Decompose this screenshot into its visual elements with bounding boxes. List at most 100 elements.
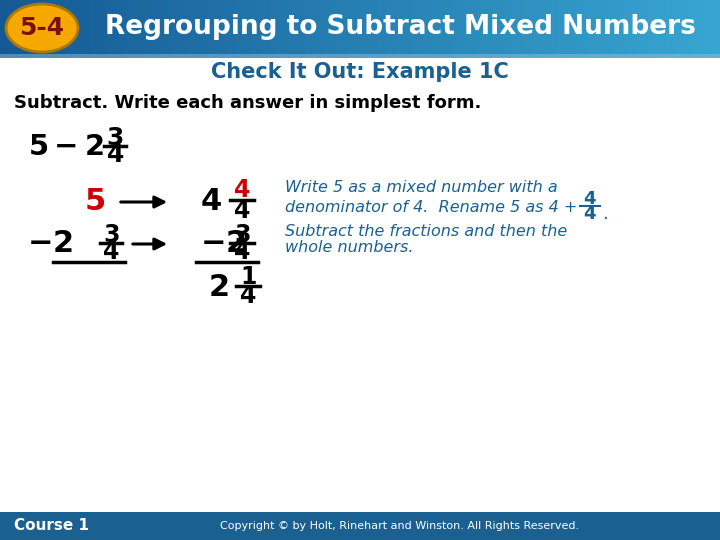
Bar [549, 0, 559, 58]
Bar [216, 0, 226, 58]
Text: .: . [602, 205, 608, 223]
Bar [90, 0, 100, 58]
Text: $\bf{4}$: $\bf{4}$ [200, 187, 222, 217]
Bar [45, 0, 55, 58]
Bar [306, 0, 316, 58]
Text: whole numbers.: whole numbers. [285, 240, 413, 255]
Text: $\bf{1}$: $\bf{1}$ [240, 265, 256, 289]
Bar [459, 0, 469, 58]
Bar [198, 0, 208, 58]
Bar [441, 0, 451, 58]
Bar [342, 0, 352, 58]
Bar [144, 0, 154, 58]
Bar [378, 0, 388, 58]
Bar [0, 54, 720, 58]
Bar [684, 0, 694, 58]
Text: $\bf{4}$: $\bf{4}$ [233, 178, 251, 202]
Bar [72, 0, 82, 58]
Bar [414, 0, 424, 58]
Bar [576, 0, 586, 58]
Bar [252, 0, 262, 58]
Bar [405, 0, 415, 58]
Bar [297, 0, 307, 58]
Bar [387, 0, 397, 58]
Bar [585, 0, 595, 58]
Bar [648, 0, 658, 58]
Bar [279, 0, 289, 58]
Text: $\bf{2}$: $\bf{2}$ [208, 273, 228, 301]
Bar [369, 0, 379, 58]
Bar [639, 0, 649, 58]
Text: $\bf{3}$: $\bf{3}$ [234, 223, 251, 247]
Bar [675, 0, 685, 58]
Text: denominator of 4.  Rename 5 as 4 +: denominator of 4. Rename 5 as 4 + [285, 199, 577, 214]
Bar [171, 0, 181, 58]
Bar [702, 0, 712, 58]
Bar [666, 0, 676, 58]
Bar [333, 0, 343, 58]
Text: Subtract the fractions and then the: Subtract the fractions and then the [285, 225, 567, 240]
Text: Copyright © by Holt, Rinehart and Winston. All Rights Reserved.: Copyright © by Holt, Rinehart and Winsto… [220, 521, 580, 531]
Text: 5-4: 5-4 [19, 16, 65, 40]
Bar [315, 0, 325, 58]
Bar [18, 0, 28, 58]
Bar [477, 0, 487, 58]
Bar [189, 0, 199, 58]
Bar [423, 0, 433, 58]
Bar [0, 512, 720, 540]
Bar [9, 0, 19, 58]
Text: $\bf{-2}$: $\bf{-2}$ [200, 230, 246, 259]
Bar [540, 0, 550, 58]
Text: $\bf{4}$: $\bf{4}$ [583, 205, 597, 223]
Text: $\bf{3}$: $\bf{3}$ [107, 126, 124, 150]
Text: Check It Out: Example 1C: Check It Out: Example 1C [211, 62, 509, 82]
Text: $\bf{4}$: $\bf{4}$ [233, 240, 251, 264]
Text: $\bf{4}$: $\bf{4}$ [583, 190, 597, 208]
Bar [360, 0, 370, 58]
Bar [567, 0, 577, 58]
Bar [612, 0, 622, 58]
Text: $\bf{4}$: $\bf{4}$ [102, 240, 120, 264]
Bar [522, 0, 532, 58]
Bar [450, 0, 460, 58]
Bar [657, 0, 667, 58]
Text: Course 1: Course 1 [14, 518, 89, 534]
Text: $\bf{4}$: $\bf{4}$ [106, 143, 124, 167]
Text: Regrouping to Subtract Mixed Numbers: Regrouping to Subtract Mixed Numbers [104, 14, 696, 40]
Text: $\bf{5}$: $\bf{5}$ [84, 187, 106, 217]
Bar [117, 0, 127, 58]
Text: $\bf{4}$: $\bf{4}$ [239, 284, 256, 308]
Text: $\bf{3}$: $\bf{3}$ [103, 223, 120, 247]
Text: $\bf{-2}$: $\bf{-2}$ [27, 230, 73, 259]
Bar [36, 0, 46, 58]
Ellipse shape [6, 4, 78, 52]
Bar [126, 0, 136, 58]
Bar [432, 0, 442, 58]
Bar [63, 0, 73, 58]
Bar [225, 0, 235, 58]
Bar [630, 0, 640, 58]
Bar [207, 0, 217, 58]
Bar [270, 0, 280, 58]
Bar [324, 0, 334, 58]
Bar [108, 0, 118, 58]
Bar [27, 0, 37, 58]
Text: Subtract. Write each answer in simplest form.: Subtract. Write each answer in simplest … [14, 94, 482, 112]
Text: $\bf{4}$: $\bf{4}$ [233, 199, 251, 223]
Bar [351, 0, 361, 58]
Bar [468, 0, 478, 58]
Bar [495, 0, 505, 58]
Bar [180, 0, 190, 58]
Bar [621, 0, 631, 58]
Bar [531, 0, 541, 58]
Bar [0, 0, 10, 58]
Bar [243, 0, 253, 58]
Bar [594, 0, 604, 58]
Text: Write 5 as a mixed number with a: Write 5 as a mixed number with a [285, 180, 557, 195]
Bar [504, 0, 514, 58]
Bar [693, 0, 703, 58]
Bar [162, 0, 172, 58]
Bar [711, 0, 720, 58]
Bar [99, 0, 109, 58]
Bar [153, 0, 163, 58]
